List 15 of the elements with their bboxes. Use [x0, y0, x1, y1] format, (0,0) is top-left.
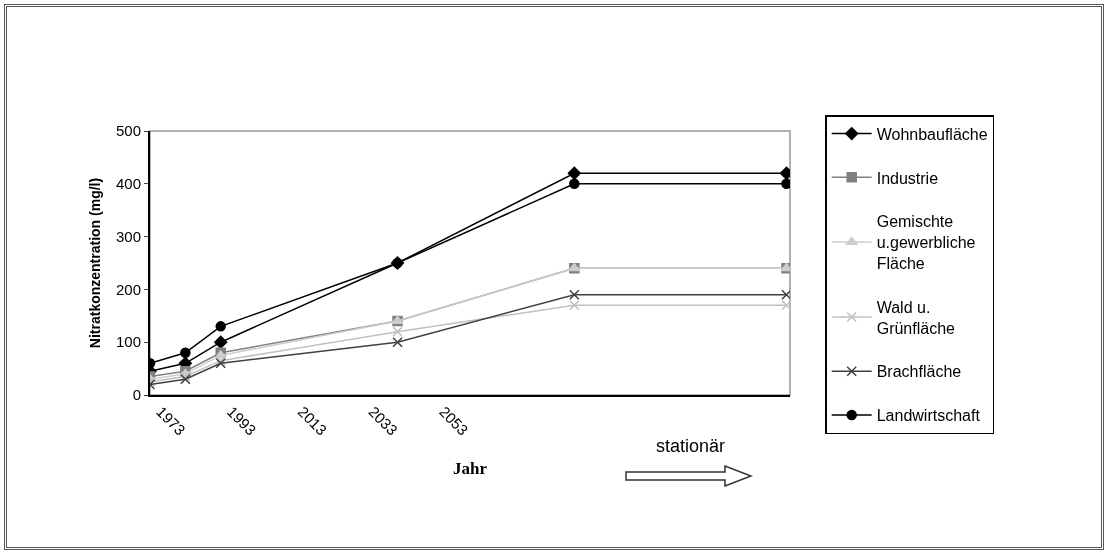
x-axis-title: Jahr	[453, 459, 488, 479]
legend-label: Wohnbaufläche	[876, 125, 988, 143]
y-tick-label: 300	[115, 227, 141, 245]
legend-label: Brachfläche	[876, 363, 962, 381]
y-tick-label: 500	[115, 122, 141, 140]
y-tick-label: 200	[115, 280, 141, 298]
y-tick-label: 400	[115, 175, 141, 193]
legend-label: Wald u. Grünfläche	[876, 298, 956, 337]
legend-label: Industrie	[876, 169, 939, 187]
y-axis-title: Nitratkonzentration (mg/l)	[87, 177, 104, 349]
y-tick-label: 0	[132, 386, 141, 404]
text: stationär	[656, 436, 726, 456]
legend-label: Landwirtschaft	[876, 407, 981, 425]
y-tick-label: 100	[115, 333, 141, 351]
legend-label: Gemischte u.gewerbliche Fläche	[876, 213, 976, 272]
